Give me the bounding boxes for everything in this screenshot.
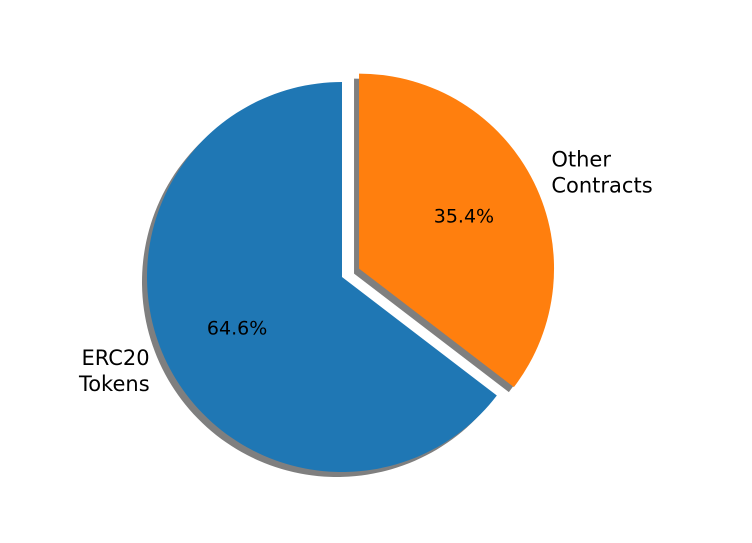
percent-label-other-contracts: 35.4% (434, 205, 494, 227)
slice-erc20-tokens (147, 82, 497, 473)
pie-slice-layer (147, 73, 555, 473)
pie-label-layer: ERC20 Tokens 64.6% Other Contracts 35.4% (78, 148, 653, 396)
slice-other-contracts (359, 73, 555, 388)
category-label-erc20-tokens: ERC20 Tokens (78, 346, 150, 396)
category-label-other-contracts: Other Contracts (551, 148, 652, 198)
percent-label-erc20-tokens: 64.6% (207, 317, 267, 339)
